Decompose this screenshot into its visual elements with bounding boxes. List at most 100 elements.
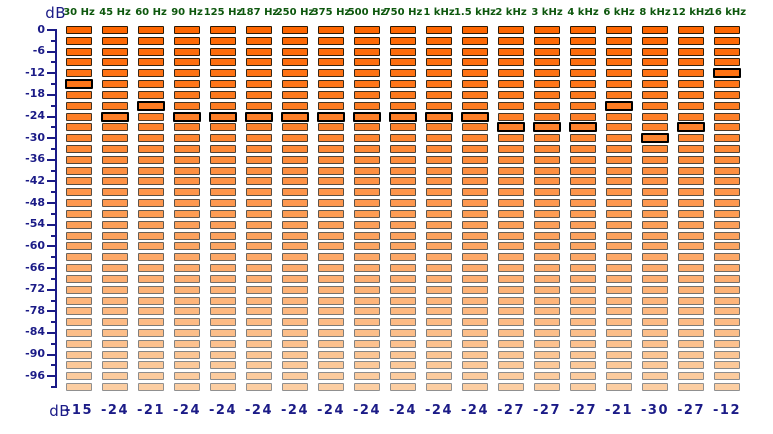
eq-segment[interactable] [678,112,704,121]
eq-segment[interactable] [138,220,164,229]
eq-segment[interactable] [246,58,272,67]
eq-segment[interactable] [210,264,236,273]
eq-segment[interactable] [282,242,308,251]
eq-segment[interactable] [318,307,344,316]
eq-segment[interactable] [642,188,668,197]
eq-segment[interactable] [174,134,200,143]
eq-segment[interactable] [714,155,740,164]
eq-segment[interactable] [678,361,704,370]
eq-segment[interactable] [246,80,272,89]
eq-segment[interactable] [66,134,92,143]
eq-segment[interactable] [174,36,200,45]
eq-segment[interactable] [282,69,308,78]
eq-segment[interactable] [174,58,200,67]
eq-segment[interactable] [426,383,452,392]
eq-segment[interactable] [174,123,200,132]
eq-segment[interactable] [462,134,488,143]
eq-segment[interactable] [282,264,308,273]
eq-segment[interactable] [642,285,668,294]
eq-segment[interactable] [138,166,164,175]
eq-segment[interactable] [318,274,344,283]
eq-segment[interactable] [714,231,740,240]
eq-segment[interactable] [246,188,272,197]
eq-segment[interactable] [354,242,380,251]
eq-segment[interactable] [390,123,416,132]
eq-segment[interactable] [498,339,524,348]
eq-segment[interactable] [138,188,164,197]
eq-segment[interactable] [426,220,452,229]
eq-segment[interactable] [534,231,560,240]
eq-segment[interactable] [714,36,740,45]
eq-segment[interactable] [282,145,308,154]
eq-segment[interactable] [606,166,632,175]
eq-segment[interactable] [210,339,236,348]
eq-segment[interactable] [138,177,164,186]
eq-segment[interactable] [354,296,380,305]
eq-segment[interactable] [426,101,452,110]
eq-segment[interactable] [534,26,560,34]
eq-segment[interactable] [390,90,416,99]
eq-segment[interactable] [606,307,632,316]
eq-segment[interactable] [66,350,92,359]
eq-segment[interactable] [642,350,668,359]
eq-segment[interactable] [570,339,596,348]
eq-segment[interactable] [66,253,92,262]
eq-segment[interactable] [174,47,200,56]
eq-segment[interactable] [426,307,452,316]
eq-segment[interactable] [714,372,740,381]
eq-segment[interactable] [462,58,488,67]
eq-segment[interactable] [426,328,452,337]
eq-segment[interactable] [210,274,236,283]
eq-segment[interactable] [498,47,524,56]
eq-segment[interactable] [354,350,380,359]
eq-segment[interactable] [246,177,272,186]
eq-segment[interactable] [102,274,128,283]
eq-segment[interactable] [426,166,452,175]
eq-segment[interactable] [534,318,560,327]
eq-segment[interactable] [174,383,200,392]
eq-segment[interactable] [678,209,704,218]
eq-segment[interactable] [714,328,740,337]
eq-segment[interactable] [318,296,344,305]
eq-slider-handle[interactable] [353,111,381,122]
eq-segment[interactable] [66,177,92,186]
eq-segment[interactable] [534,47,560,56]
eq-segment[interactable] [138,231,164,240]
eq-segment[interactable] [678,274,704,283]
eq-segment[interactable] [174,328,200,337]
eq-segment[interactable] [174,177,200,186]
eq-segment[interactable] [354,145,380,154]
eq-segment[interactable] [498,264,524,273]
eq-segment[interactable] [642,90,668,99]
eq-segment[interactable] [534,166,560,175]
eq-slider-handle[interactable] [677,122,705,133]
eq-segment[interactable] [426,80,452,89]
eq-segment[interactable] [714,220,740,229]
eq-segment[interactable] [138,199,164,208]
eq-segment[interactable] [102,47,128,56]
eq-segment[interactable] [606,231,632,240]
eq-segment[interactable] [426,90,452,99]
eq-segment[interactable] [318,209,344,218]
eq-segment[interactable] [606,264,632,273]
eq-segment[interactable] [246,242,272,251]
eq-segment[interactable] [642,220,668,229]
eq-segment[interactable] [102,58,128,67]
eq-segment[interactable] [426,134,452,143]
eq-segment[interactable] [174,242,200,251]
eq-segment[interactable] [174,69,200,78]
eq-segment[interactable] [642,155,668,164]
eq-segment[interactable] [678,101,704,110]
eq-segment[interactable] [570,166,596,175]
eq-segment[interactable] [714,285,740,294]
eq-segment[interactable] [714,134,740,143]
eq-segment[interactable] [66,90,92,99]
eq-segment[interactable] [462,296,488,305]
eq-segment[interactable] [714,145,740,154]
eq-segment[interactable] [606,155,632,164]
eq-segment[interactable] [426,361,452,370]
eq-segment[interactable] [498,361,524,370]
eq-segment[interactable] [210,155,236,164]
eq-segment[interactable] [210,80,236,89]
eq-segment[interactable] [174,166,200,175]
